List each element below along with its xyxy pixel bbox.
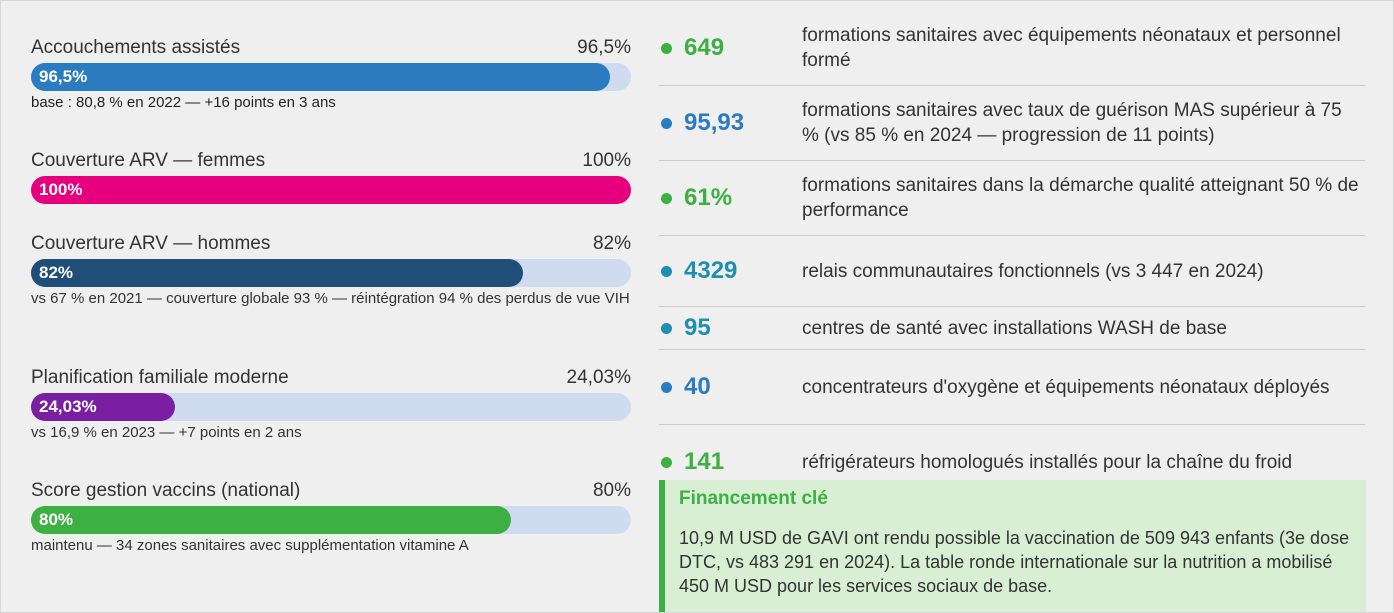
progress-value: 80% (592, 480, 631, 501)
progress-header: Planification familiale moderne 24,03% (31, 367, 631, 391)
stat-number: 95,93 (684, 109, 745, 136)
progress-bar: 100% (31, 176, 631, 204)
progress-track: 24,03% (31, 393, 631, 421)
stat-text: réfrigérateurs homologués installés pour… (802, 451, 1293, 473)
progress-row: Accouchements assistés 96,5% 96,5% base : 8… (31, 37, 631, 112)
progress-value: 82% (592, 233, 631, 254)
progress-row: Planification familiale moderne 24,03% 24,… (31, 367, 631, 442)
progress-bar: 96,5% (31, 63, 610, 91)
progress-header: Score gestion vaccins (national) 80% (31, 480, 631, 504)
progress-track: 96,5% (31, 63, 631, 91)
stat-row: 95 centres de santé avec installations WA… (659, 307, 1365, 350)
stat-number: 4329 (684, 257, 738, 284)
progress-row: Couverture ARV — femmes 100% 100% (31, 150, 631, 204)
stats-list: 649 formations sanitaires avec équipement… (659, 11, 1365, 499)
progress-label: Couverture ARV — hommes (31, 233, 271, 254)
financing-box: Financement clé 10,9 M USD de GAVI ont r… (659, 480, 1366, 612)
progress-header: Couverture ARV — hommes 82% (31, 233, 631, 257)
stat-bullet (661, 42, 672, 54)
financing-title: Financement clé (679, 488, 828, 509)
stat-text: formations sanitaires avec taux de guéri… (802, 100, 1342, 146)
progress-bar: 82% (31, 259, 523, 287)
progress-value: 24,03% (566, 367, 631, 388)
progress-note: base : 80,8 % en 2022 — +16 points en 3 … (31, 94, 336, 111)
progress-row: Couverture ARV — hommes 82% 82% vs 67 % en … (31, 233, 631, 308)
stat-number: 95 (684, 314, 711, 341)
progress-track: 82% (31, 259, 631, 287)
stat-bullet (661, 381, 672, 393)
stat-number: 141 (684, 448, 725, 475)
stat-text: relais communautaires fonctionnels (vs 3… (802, 260, 1264, 282)
stat-number: 61% (684, 184, 733, 211)
progress-bar: 24,03% (31, 393, 176, 421)
stat-bullet (661, 322, 672, 334)
progress-track: 100% (31, 176, 631, 204)
stat-row: 40 concentrateurs d'oxygène et équipement… (659, 350, 1365, 425)
progress-row: Score gestion vaccins (national) 80% 80% ma… (31, 480, 631, 555)
stat-bullet (661, 456, 672, 468)
progress-label: Score gestion vaccins (national) (31, 480, 301, 501)
stat-number: 649 (684, 34, 725, 61)
progress-note: vs 16,9 % en 2023 — +7 points en 2 ans (31, 424, 302, 441)
stat-number: 40 (684, 373, 711, 400)
progress-label: Accouchements assistés (31, 37, 241, 58)
progress-note: vs 67 % en 2021 — couverture globale 93 … (31, 290, 630, 307)
progress-note: maintenu — 34 zones sanitaires avec supp… (31, 537, 469, 554)
progress-bar: 80% (31, 506, 511, 534)
stat-bullet (661, 117, 672, 129)
stat-text: formations sanitaires avec équipements n… (802, 25, 1341, 71)
stat-text: centres de santé avec installations WASH… (802, 317, 1227, 339)
progress-value: 96,5% (577, 37, 631, 58)
stat-row: 649 formations sanitaires avec équipement… (659, 11, 1365, 86)
stat-bullet (661, 192, 672, 204)
progress-value: 100% (582, 150, 631, 171)
progress-label: Couverture ARV — femmes (31, 150, 266, 171)
stat-row: 141 réfrigérateurs homologués installés p… (659, 425, 1365, 499)
stat-text: concentrateurs d'oxygène et équipements … (802, 376, 1330, 398)
progress-label: Planification familiale moderne (31, 367, 289, 388)
stat-text: formations sanitaires dans la démarche q… (802, 175, 1359, 221)
stat-row: 61% formations sanitaires dans la démarch… (659, 161, 1365, 236)
progress-header: Accouchements assistés 96,5% (31, 37, 631, 61)
progress-track: 80% (31, 506, 631, 534)
progress-header: Couverture ARV — femmes 100% (31, 150, 631, 174)
stat-row: 4329 relais communautaires fonctionnels (… (659, 236, 1365, 307)
financing-text: 10,9 M USD de GAVI ont rendu possible la… (679, 528, 1350, 596)
stat-bullet (661, 265, 672, 277)
stat-row: 95,93 formations sanitaires avec taux de … (659, 86, 1365, 161)
